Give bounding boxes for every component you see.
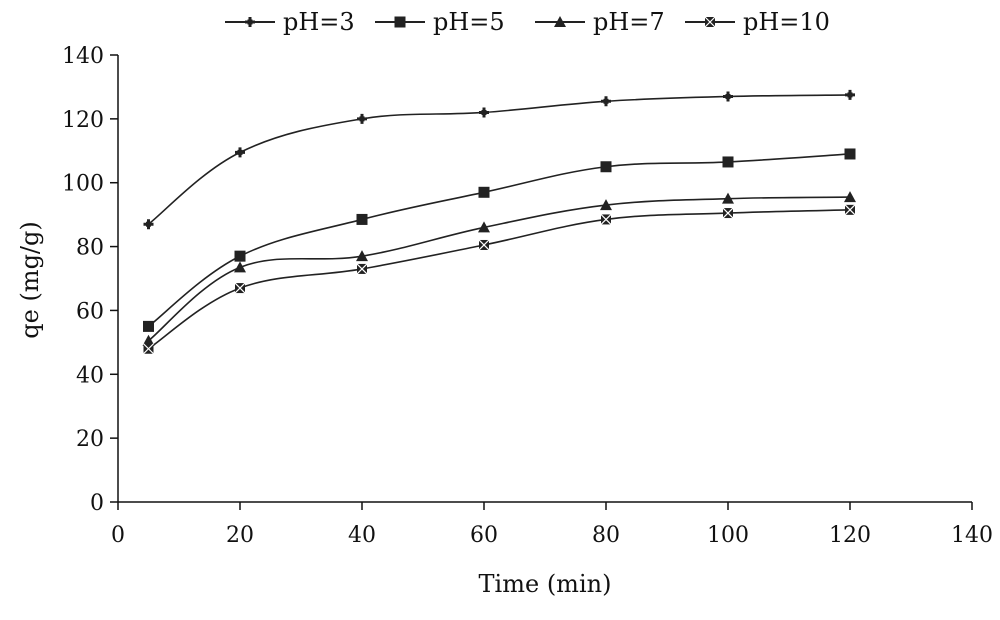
x-tick-label: 140 — [951, 523, 993, 548]
x-ticks: 0 20 40 60 80 100 120 140 — [111, 502, 993, 548]
data-point — [142, 334, 155, 346]
x-tick-label: 20 — [226, 523, 254, 548]
legend-item: pH=3 — [225, 8, 355, 36]
data-point — [722, 207, 734, 219]
series-line — [148, 94, 851, 225]
axes — [117, 55, 972, 503]
y-tick-label: 0 — [90, 491, 104, 516]
data-point — [723, 91, 733, 102]
x-tick-label: 40 — [348, 523, 376, 548]
series-ph-10 — [143, 204, 856, 355]
data-point — [234, 250, 246, 262]
series-group — [142, 89, 856, 355]
legend-marker — [704, 16, 716, 28]
x-tick-label: 120 — [829, 523, 871, 548]
data-point — [234, 282, 246, 294]
data-point — [234, 261, 246, 273]
legend-label: pH=3 — [283, 8, 355, 36]
series-line — [148, 153, 851, 328]
x-tick-label: 100 — [707, 523, 749, 548]
data-point — [722, 192, 734, 204]
legend-label: pH=5 — [433, 8, 505, 36]
legend-item: pH=10 — [685, 8, 830, 36]
y-tick-label: 60 — [76, 299, 104, 324]
data-point — [143, 343, 154, 355]
series-line — [147, 196, 851, 342]
legend: pH=3 pH=5 pH=7 pH=10 — [225, 8, 830, 36]
legend-item: pH=5 — [375, 8, 505, 36]
y-tick-label: 100 — [62, 172, 104, 197]
data-point — [479, 107, 489, 118]
data-point — [601, 96, 611, 107]
x-tick-label: 80 — [592, 523, 620, 548]
series-ph-3 — [143, 89, 855, 230]
data-point — [478, 221, 490, 233]
data-point — [356, 213, 368, 225]
y-ticks: 0 20 40 60 80 100 120 140 — [62, 44, 118, 516]
data-point — [844, 148, 856, 160]
legend-marker — [245, 17, 255, 27]
y-tick-label: 140 — [62, 44, 104, 69]
legend-label: pH=7 — [593, 8, 665, 36]
data-point — [235, 147, 245, 158]
data-point — [845, 89, 855, 100]
data-point — [478, 186, 490, 198]
data-point — [600, 199, 612, 211]
x-axis-title: Time (min) — [479, 570, 612, 598]
legend-label: pH=10 — [743, 8, 830, 36]
series-ph-5 — [143, 148, 856, 332]
y-tick-label: 20 — [76, 427, 104, 452]
data-point — [844, 191, 856, 203]
data-point — [143, 320, 154, 332]
data-point — [600, 214, 612, 225]
data-point — [143, 219, 154, 230]
legend-marker — [394, 16, 406, 28]
data-point — [722, 156, 734, 168]
series-line — [148, 209, 851, 350]
x-tick-label: 60 — [470, 523, 498, 548]
data-point — [600, 161, 612, 173]
data-point — [357, 113, 367, 124]
series-ph-7 — [142, 191, 856, 346]
data-point — [478, 239, 490, 251]
y-tick-label: 80 — [76, 236, 104, 261]
y-tick-label: 40 — [76, 363, 104, 388]
legend-item: pH=7 — [535, 8, 665, 36]
x-tick-label: 0 — [111, 523, 125, 548]
data-point — [356, 263, 368, 275]
legend-marker — [554, 16, 566, 27]
y-axis-title: qe (mg/g) — [16, 221, 44, 339]
y-tick-label: 120 — [62, 108, 104, 133]
data-point — [356, 250, 368, 262]
data-point — [844, 204, 856, 216]
